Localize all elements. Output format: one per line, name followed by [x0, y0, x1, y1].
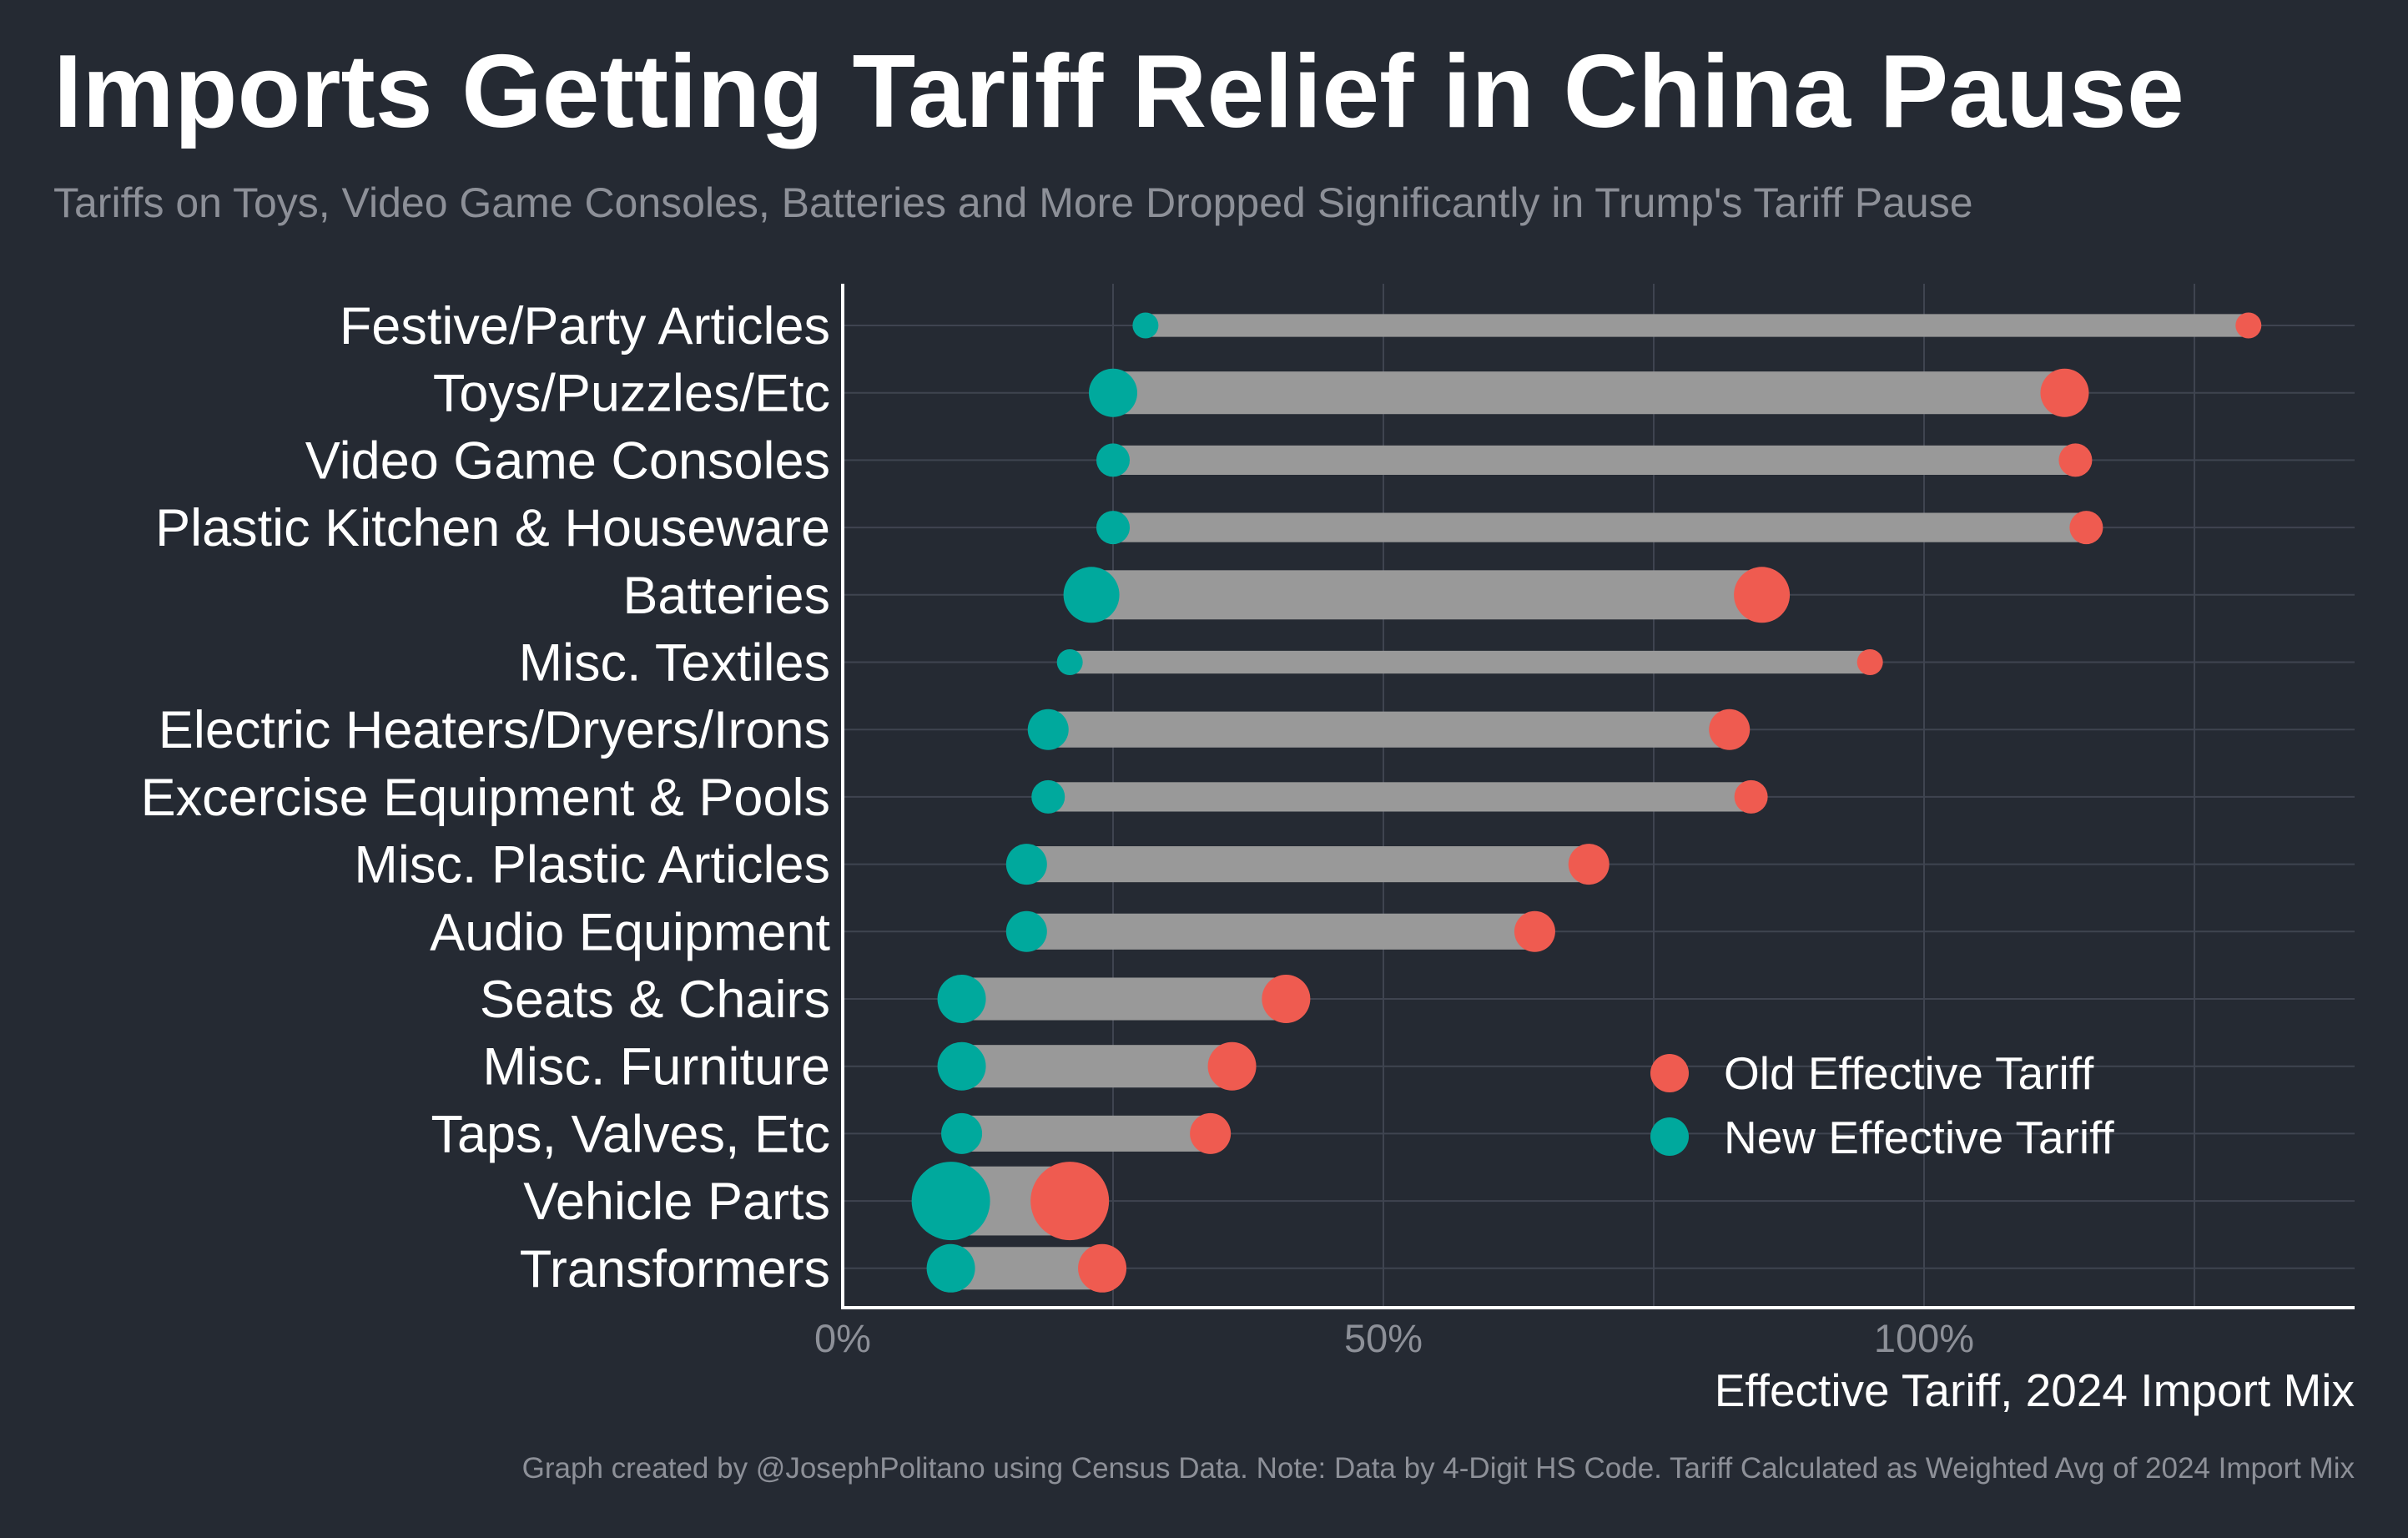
- old-tariff-point: [2040, 368, 2089, 417]
- tariff-range-bar: [1091, 570, 1762, 620]
- tariff-range-bar: [950, 1247, 1103, 1290]
- old-tariff-point: [2058, 443, 2093, 477]
- new-tariff-point: [911, 1162, 990, 1241]
- bars: [950, 314, 2249, 1290]
- old-tariff-point: [1207, 1041, 1257, 1091]
- old-tariff-point: [1078, 1243, 1127, 1293]
- x-tick-label: 100%: [1874, 1316, 1974, 1360]
- tariff-range-bar: [1070, 650, 1871, 674]
- chart-subtitle: Tariffs on Toys, Video Game Consoles, Ba…: [53, 179, 1973, 226]
- category-label: Misc. Plastic Articles: [354, 836, 830, 895]
- x-tick-label: 0%: [814, 1316, 871, 1360]
- new-tariff-point: [937, 1041, 986, 1091]
- new-tariff-point: [1132, 312, 1159, 339]
- tariff-range-bar: [1113, 371, 2065, 415]
- x-tick-labels: 0% 50% 100%: [814, 1316, 1974, 1360]
- new-tariff-point: [1063, 567, 1120, 623]
- category-labels: Festive/Party Articles Toys/Puzzles/Etc Vi…: [141, 297, 831, 1298]
- legend: Old Effective Tariff New Effective Tarif…: [1650, 1047, 2114, 1163]
- tariff-range-bar: [961, 1045, 1232, 1088]
- category-label: Audio Equipment: [430, 903, 830, 961]
- old-tariff-point: [1856, 649, 1883, 675]
- old-tariff-point: [2069, 511, 2103, 545]
- old-tariff-point: [1734, 567, 1791, 623]
- old-tariff-point: [1709, 708, 1751, 750]
- chart-title: Imports Getting Tariff Relief in China P…: [53, 34, 2184, 149]
- category-label: Excercise Equipment & Pools: [141, 769, 830, 827]
- legend-old-label: Old Effective Tariff: [1724, 1047, 2094, 1099]
- old-tariff-point: [1190, 1112, 1232, 1154]
- category-label: Toys/Puzzles/Etc: [433, 365, 830, 423]
- category-label: Festive/Party Articles: [340, 297, 830, 356]
- new-tariff-point: [1031, 779, 1065, 814]
- tariff-range-bar: [1048, 711, 1730, 748]
- old-tariff-point: [1262, 975, 1311, 1023]
- legend-new-marker: [1650, 1117, 1689, 1156]
- x-tick-label: 50%: [1344, 1316, 1423, 1360]
- legend-new-label: New Effective Tariff: [1724, 1112, 2114, 1163]
- old-tariff-point: [1030, 1162, 1110, 1241]
- new-tariff-point: [1027, 708, 1069, 750]
- category-label: Electric Heaters/Dryers/Irons: [159, 701, 830, 759]
- x-axis-label: Effective Tariff, 2024 Import Mix: [1715, 1364, 2355, 1416]
- new-tariff-point: [941, 1112, 983, 1154]
- new-tariff-point: [1005, 844, 1047, 885]
- old-tariff-point: [1514, 910, 1555, 952]
- old-tariff-point: [1734, 779, 1768, 814]
- category-label: Plastic Kitchen & Houseware: [155, 499, 830, 557]
- category-label: Misc. Textiles: [519, 634, 830, 693]
- tariff-range-bar: [1145, 314, 2249, 337]
- category-label: Taps, Valves, Etc: [431, 1105, 830, 1163]
- old-tariff-point: [1568, 844, 1610, 885]
- new-tariff-point: [926, 1243, 975, 1293]
- new-tariff-point: [1089, 368, 1137, 417]
- points: [911, 312, 2262, 1293]
- category-label: Batteries: [622, 567, 830, 625]
- tariff-range-bar: [961, 1115, 1211, 1152]
- category-label: Video Game Consoles: [305, 431, 830, 490]
- old-tariff-point: [2235, 312, 2262, 339]
- category-label: Vehicle Parts: [523, 1172, 830, 1231]
- new-tariff-point: [1096, 443, 1130, 477]
- tariff-range-bar: [1113, 512, 2087, 542]
- new-tariff-point: [937, 975, 986, 1023]
- new-tariff-point: [1096, 511, 1130, 545]
- legend-old-marker: [1650, 1054, 1689, 1092]
- new-tariff-point: [1056, 649, 1083, 675]
- tariff-range-bar: [961, 977, 1287, 1021]
- category-label: Seats & Chairs: [480, 971, 830, 1029]
- tariff-range-bar: [1113, 445, 2076, 475]
- tariff-range-bar: [1048, 782, 1751, 812]
- category-label: Transformers: [520, 1240, 830, 1298]
- new-tariff-point: [1005, 910, 1047, 952]
- category-label: Misc. Furniture: [482, 1038, 830, 1097]
- caption: Graph created by @JosephPolitano using C…: [522, 1452, 2355, 1485]
- tariff-range-bar: [1026, 913, 1535, 950]
- tariff-range-bar: [1026, 846, 1589, 883]
